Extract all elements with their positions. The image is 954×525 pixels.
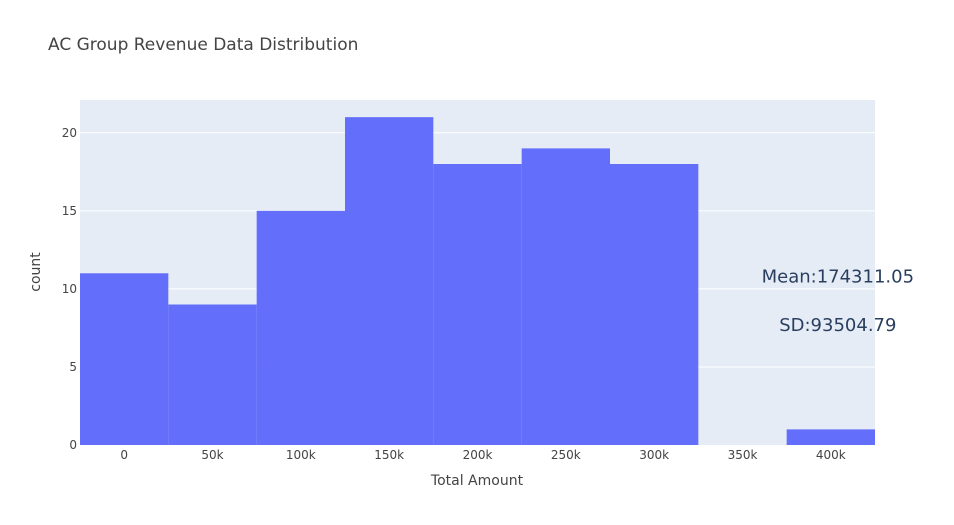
x-tick-label: 0 (120, 448, 128, 462)
histogram-bar (521, 148, 610, 445)
y-axis-title: count (28, 252, 44, 292)
x-tick-label: 400k (816, 448, 846, 462)
annotations: Mean:174311.05 SD:93504.79 (762, 266, 914, 335)
y-tick-label: 0 (69, 438, 77, 452)
x-tick-label: 100k (286, 448, 316, 462)
x-tick-label: 350k (728, 448, 758, 462)
histogram-bar (80, 273, 169, 445)
stat-annotation: SD:93504.79 (779, 315, 896, 336)
x-tick-label: 150k (374, 448, 404, 462)
y-axis-ticks: 0 5 10 15 20 (62, 126, 77, 452)
histogram-bar (345, 117, 434, 446)
y-tick-label: 10 (62, 282, 77, 296)
stat-annotation: Mean:174311.05 (762, 266, 914, 287)
x-tick-label: 50k (201, 448, 223, 462)
y-tick-label: 5 (69, 360, 77, 374)
y-tick-label: 20 (62, 126, 77, 140)
x-axis-title: Total Amount (430, 473, 524, 489)
histogram-bar (168, 304, 257, 445)
histogram-bar (256, 210, 345, 445)
x-axis-ticks: 0 50k 100k 150k 200k 250k 300k 350k 400k (120, 448, 845, 462)
x-tick-label: 250k (551, 448, 581, 462)
x-tick-label: 200k (463, 448, 493, 462)
y-tick-label: 15 (62, 204, 77, 218)
histogram-bar (610, 164, 699, 446)
x-tick-label: 300k (639, 448, 669, 462)
histogram-bar (433, 164, 522, 446)
bars (80, 117, 875, 446)
chart-title: AC Group Revenue Data Distribution (48, 35, 358, 55)
histogram-bar (786, 429, 875, 445)
